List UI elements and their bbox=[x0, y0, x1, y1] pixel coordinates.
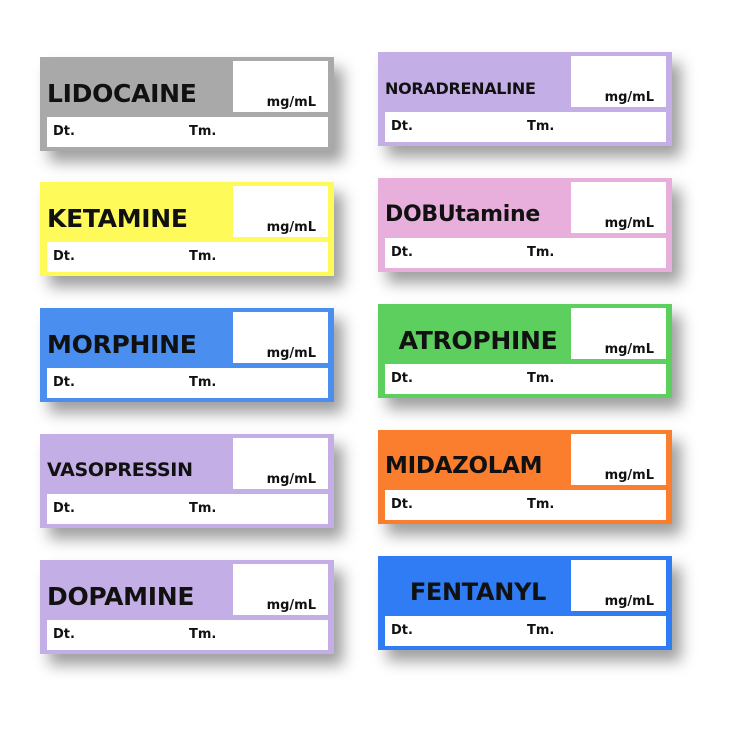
unit-label: mg/mL bbox=[604, 594, 654, 609]
time-label: Tm. bbox=[189, 124, 217, 139]
date-time-field: Dt. Tm. bbox=[385, 112, 666, 142]
date-label: Dt. bbox=[53, 249, 75, 264]
drug-name: FENTANYL bbox=[409, 578, 547, 606]
medication-label: DOBUtamine mg/mL Dt. Tm. bbox=[378, 178, 672, 272]
drug-name: NORADRENALINE bbox=[385, 78, 536, 98]
concentration-field: mg/mL bbox=[571, 434, 666, 485]
drug-name: LIDOCAINE bbox=[47, 78, 197, 108]
unit-label: mg/mL bbox=[266, 472, 316, 487]
time-label: Tm. bbox=[189, 627, 217, 642]
time-label: Tm. bbox=[189, 501, 217, 516]
date-label: Dt. bbox=[391, 245, 413, 260]
drug-name: DOBUtamine bbox=[385, 201, 541, 227]
drug-name: MIDAZOLAM bbox=[385, 453, 543, 479]
medication-label: MORPHINE mg/mL Dt. Tm. bbox=[40, 308, 334, 402]
time-label: Tm. bbox=[527, 371, 555, 386]
drug-name: KETAMINE bbox=[47, 203, 188, 233]
date-label: Dt. bbox=[391, 623, 413, 638]
time-label: Tm. bbox=[527, 623, 555, 638]
date-time-field: Dt. Tm. bbox=[385, 490, 666, 520]
date-time-field: Dt. Tm. bbox=[385, 364, 666, 394]
medication-label: NORADRENALINE mg/mL Dt. Tm. bbox=[378, 52, 672, 146]
unit-label: mg/mL bbox=[604, 216, 654, 231]
date-label: Dt. bbox=[53, 501, 75, 516]
concentration-field: mg/mL bbox=[233, 61, 328, 112]
date-time-field: Dt. Tm. bbox=[47, 368, 328, 398]
date-time-field: Dt. Tm. bbox=[47, 242, 328, 272]
concentration-field: mg/mL bbox=[233, 438, 328, 489]
date-label: Dt. bbox=[391, 119, 413, 134]
drug-name: MORPHINE bbox=[47, 329, 197, 359]
date-label: Dt. bbox=[53, 375, 75, 390]
medication-label: DOPAMINE mg/mL Dt. Tm. bbox=[40, 560, 334, 654]
date-label: Dt. bbox=[391, 371, 413, 386]
concentration-field: mg/mL bbox=[571, 182, 666, 233]
drug-name: ATROPHINE bbox=[398, 325, 558, 355]
date-time-field: Dt. Tm. bbox=[385, 616, 666, 646]
unit-label: mg/mL bbox=[604, 342, 654, 357]
concentration-field: mg/mL bbox=[571, 308, 666, 359]
medication-label: LIDOCAINE mg/mL Dt. Tm. bbox=[40, 57, 334, 151]
drug-name: VASOPRESSIN bbox=[47, 459, 193, 481]
medication-label: ATROPHINE mg/mL Dt. Tm. bbox=[378, 304, 672, 398]
time-label: Tm. bbox=[189, 375, 217, 390]
concentration-field: mg/mL bbox=[571, 56, 666, 107]
concentration-field: mg/mL bbox=[233, 312, 328, 363]
unit-label: mg/mL bbox=[604, 90, 654, 105]
date-label: Dt. bbox=[53, 627, 75, 642]
unit-label: mg/mL bbox=[266, 95, 316, 110]
unit-label: mg/mL bbox=[266, 220, 316, 235]
time-label: Tm. bbox=[527, 497, 555, 512]
concentration-field: mg/mL bbox=[233, 564, 328, 615]
unit-label: mg/mL bbox=[604, 468, 654, 483]
time-label: Tm. bbox=[527, 245, 555, 260]
date-label: Dt. bbox=[391, 497, 413, 512]
date-time-field: Dt. Tm. bbox=[47, 494, 328, 524]
unit-label: mg/mL bbox=[266, 598, 316, 613]
unit-label: mg/mL bbox=[266, 346, 316, 361]
drug-name: DOPAMINE bbox=[47, 581, 195, 611]
time-label: Tm. bbox=[189, 249, 217, 264]
concentration-field: mg/mL bbox=[233, 186, 328, 237]
time-label: Tm. bbox=[527, 119, 555, 134]
medication-label: MIDAZOLAM mg/mL Dt. Tm. bbox=[378, 430, 672, 524]
date-time-field: Dt. Tm. bbox=[47, 117, 328, 147]
concentration-field: mg/mL bbox=[571, 560, 666, 611]
medication-label: FENTANYL mg/mL Dt. Tm. bbox=[378, 556, 672, 650]
date-time-field: Dt. Tm. bbox=[385, 238, 666, 268]
date-label: Dt. bbox=[53, 124, 75, 139]
medication-label: VASOPRESSIN mg/mL Dt. Tm. bbox=[40, 434, 334, 528]
medication-label: KETAMINE mg/mL Dt. Tm. bbox=[40, 182, 334, 276]
date-time-field: Dt. Tm. bbox=[47, 620, 328, 650]
